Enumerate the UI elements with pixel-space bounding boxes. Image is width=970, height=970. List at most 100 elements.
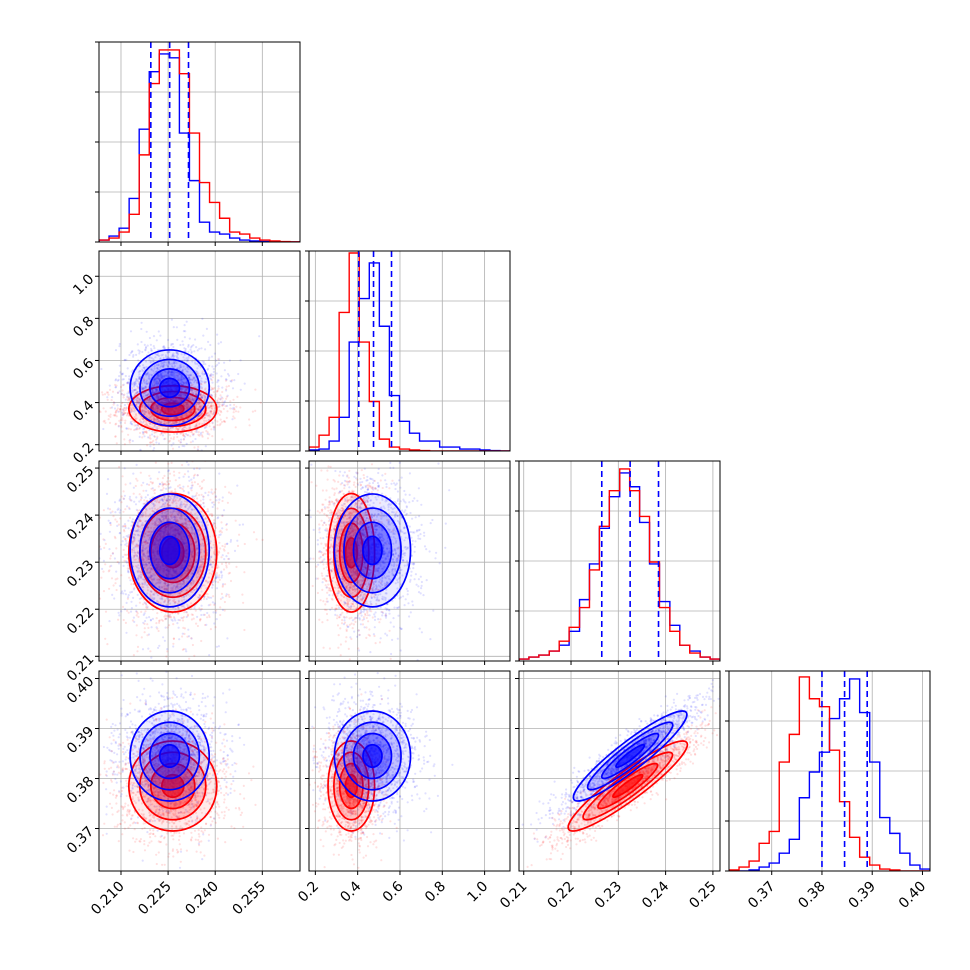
- scatter-point: [142, 379, 145, 382]
- scatter-point: [126, 609, 129, 613]
- scatter-point: [226, 501, 229, 504]
- scatter-point: [183, 336, 186, 339]
- scatter-point: [110, 577, 114, 580]
- scatter-point: [248, 418, 251, 421]
- scatter-point: [168, 350, 171, 353]
- scatter-point: [204, 363, 207, 366]
- scatter-point: [157, 373, 160, 376]
- scatter-point: [142, 502, 145, 505]
- scatter-point: [199, 405, 202, 408]
- scatter-point: [144, 386, 147, 389]
- scatter-point: [148, 436, 151, 439]
- scatter-point: [221, 544, 224, 548]
- scatter-point: [183, 435, 187, 438]
- scatter-point: [181, 444, 184, 448]
- scatter-point: [142, 603, 145, 606]
- scatter-point: [139, 471, 142, 474]
- scatter-point: [194, 411, 198, 414]
- scatter-point: [134, 383, 137, 387]
- scatter-point: [108, 421, 112, 424]
- scatter-point: [177, 371, 180, 374]
- scatter-point: [194, 424, 197, 427]
- scatter-point: [177, 612, 180, 615]
- scatter-point: [135, 353, 138, 356]
- scatter-point: [123, 393, 126, 396]
- scatter-point: [172, 345, 175, 349]
- scatter-point: [144, 423, 147, 427]
- scatter-point: [129, 610, 133, 613]
- scatter-point: [122, 490, 125, 493]
- scatter-point: [216, 507, 219, 510]
- scatter-point: [153, 435, 156, 438]
- scatter-point: [214, 419, 217, 422]
- scatter-point: [230, 380, 233, 383]
- scatter-point: [159, 379, 162, 382]
- scatter-point: [104, 542, 107, 546]
- scatter-point: [143, 387, 146, 390]
- scatter-point: [120, 574, 123, 577]
- scatter-point: [183, 324, 186, 327]
- scatter-point: [171, 422, 174, 425]
- scatter-point: [167, 400, 171, 403]
- scatter-point: [149, 441, 152, 444]
- scatter-point: [220, 576, 223, 579]
- scatter-point: [159, 377, 162, 380]
- scatter-point: [187, 356, 190, 359]
- scatter-point: [129, 410, 132, 413]
- scatter-point: [178, 366, 181, 369]
- scatter-point: [224, 485, 227, 488]
- scatter-point: [147, 377, 150, 380]
- scatter-point: [133, 389, 136, 392]
- scatter-point: [147, 351, 150, 354]
- scatter-point: [171, 369, 174, 372]
- scatter-point: [135, 614, 138, 617]
- scatter-point: [199, 414, 202, 417]
- scatter-point: [176, 376, 179, 379]
- scatter-point: [120, 610, 123, 613]
- scatter-point: [142, 380, 146, 383]
- scatter-point: [159, 373, 163, 376]
- scatter-point: [114, 435, 117, 438]
- scatter-point: [135, 428, 138, 431]
- scatter-point: [119, 408, 122, 411]
- scatter-point: [195, 422, 198, 425]
- scatter-point: [207, 406, 210, 409]
- scatter-point: [196, 552, 199, 555]
- scatter-point: [178, 511, 181, 514]
- scatter-point: [210, 410, 213, 413]
- scatter-point: [139, 448, 142, 451]
- scatter-point: [167, 371, 170, 374]
- scatter-point: [171, 354, 174, 357]
- scatter-point: [214, 395, 217, 398]
- scatter-point: [131, 423, 134, 426]
- scatter-point: [226, 404, 229, 407]
- scatter-point: [165, 374, 168, 377]
- scatter-point: [168, 362, 171, 365]
- scatter-point: [119, 517, 122, 520]
- scatter-point: [126, 392, 129, 395]
- scatter-point: [146, 409, 150, 412]
- scatter-point: [137, 525, 140, 528]
- scatter-point: [202, 360, 205, 364]
- scatter-point: [183, 632, 186, 636]
- scatter-point: [169, 426, 172, 430]
- scatter-point: [176, 367, 179, 370]
- scatter-point: [146, 394, 149, 397]
- scatter-point: [203, 426, 206, 430]
- scatter-point: [212, 411, 215, 415]
- scatter-point: [180, 375, 183, 379]
- scatter-point: [108, 620, 111, 623]
- scatter-point: [155, 418, 158, 421]
- scatter-point: [137, 424, 140, 427]
- scatter-point: [209, 374, 212, 377]
- scatter-point: [221, 496, 224, 499]
- scatter-point: [216, 564, 219, 567]
- scatter-point: [182, 356, 185, 359]
- scatter-point: [227, 552, 230, 555]
- scatter-point: [142, 395, 145, 398]
- scatter-point: [139, 498, 142, 501]
- scatter-point: [155, 405, 158, 408]
- scatter-point: [203, 395, 206, 398]
- scatter-point: [118, 419, 121, 422]
- scatter-point: [142, 392, 145, 395]
